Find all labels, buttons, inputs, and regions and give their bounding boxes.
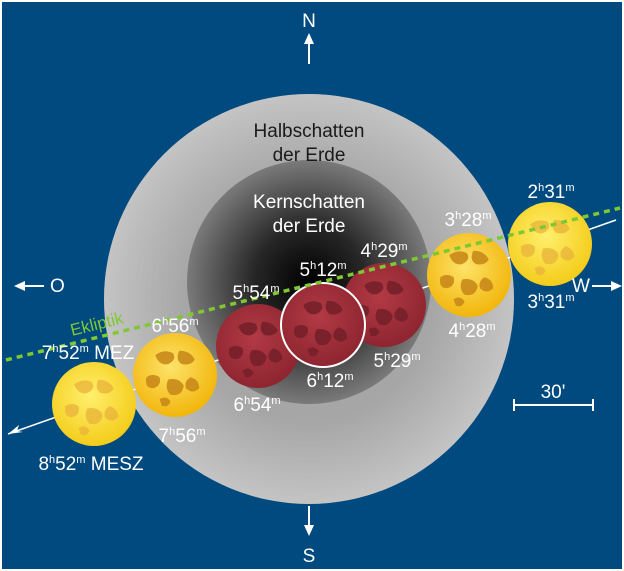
penumbra-label-line2: der Erde bbox=[273, 145, 346, 166]
time-label: 4h28m bbox=[448, 321, 495, 342]
south-arrow-icon bbox=[304, 506, 314, 536]
east-arrow-icon bbox=[14, 281, 44, 291]
time-label: 5h54m bbox=[232, 283, 279, 304]
moon-752 bbox=[52, 362, 136, 446]
time-label: 3h31m bbox=[527, 292, 574, 313]
south-label: S bbox=[303, 546, 316, 567]
time-label: 5h12m bbox=[299, 260, 346, 281]
north-label: N bbox=[302, 11, 316, 32]
north-arrow-icon bbox=[304, 33, 314, 64]
time-label: 8h52m MESZ bbox=[38, 454, 143, 475]
moon-231 bbox=[508, 202, 592, 286]
time-label: 7h56m bbox=[158, 426, 205, 447]
penumbra-label-line1: Halbschatten bbox=[254, 121, 365, 142]
time-label: 6h56m bbox=[151, 316, 198, 337]
time-label: 7h52m MEZ bbox=[42, 343, 135, 364]
time-label: 5h29m bbox=[373, 351, 420, 372]
moon-512 bbox=[280, 282, 366, 368]
scale-label: 30' bbox=[541, 382, 566, 403]
time-label: 4h29m bbox=[360, 241, 407, 262]
west-arrow-icon bbox=[592, 281, 622, 291]
moon-328 bbox=[427, 233, 511, 317]
umbra-label-line2: der Erde bbox=[273, 216, 346, 237]
umbra-label-line1: Kernschatten bbox=[253, 192, 365, 213]
moon-554 bbox=[216, 304, 300, 388]
east-label: O bbox=[50, 276, 65, 297]
west-label: W bbox=[572, 276, 590, 297]
moon-path-arrow-icon bbox=[8, 425, 23, 434]
time-label: 2h31m bbox=[527, 182, 574, 203]
time-label: 3h28m bbox=[444, 210, 491, 231]
time-label: 6h54m bbox=[233, 395, 280, 416]
scale-bar bbox=[513, 399, 594, 411]
time-label: 6h12m bbox=[306, 371, 353, 392]
moon-656 bbox=[133, 333, 217, 417]
